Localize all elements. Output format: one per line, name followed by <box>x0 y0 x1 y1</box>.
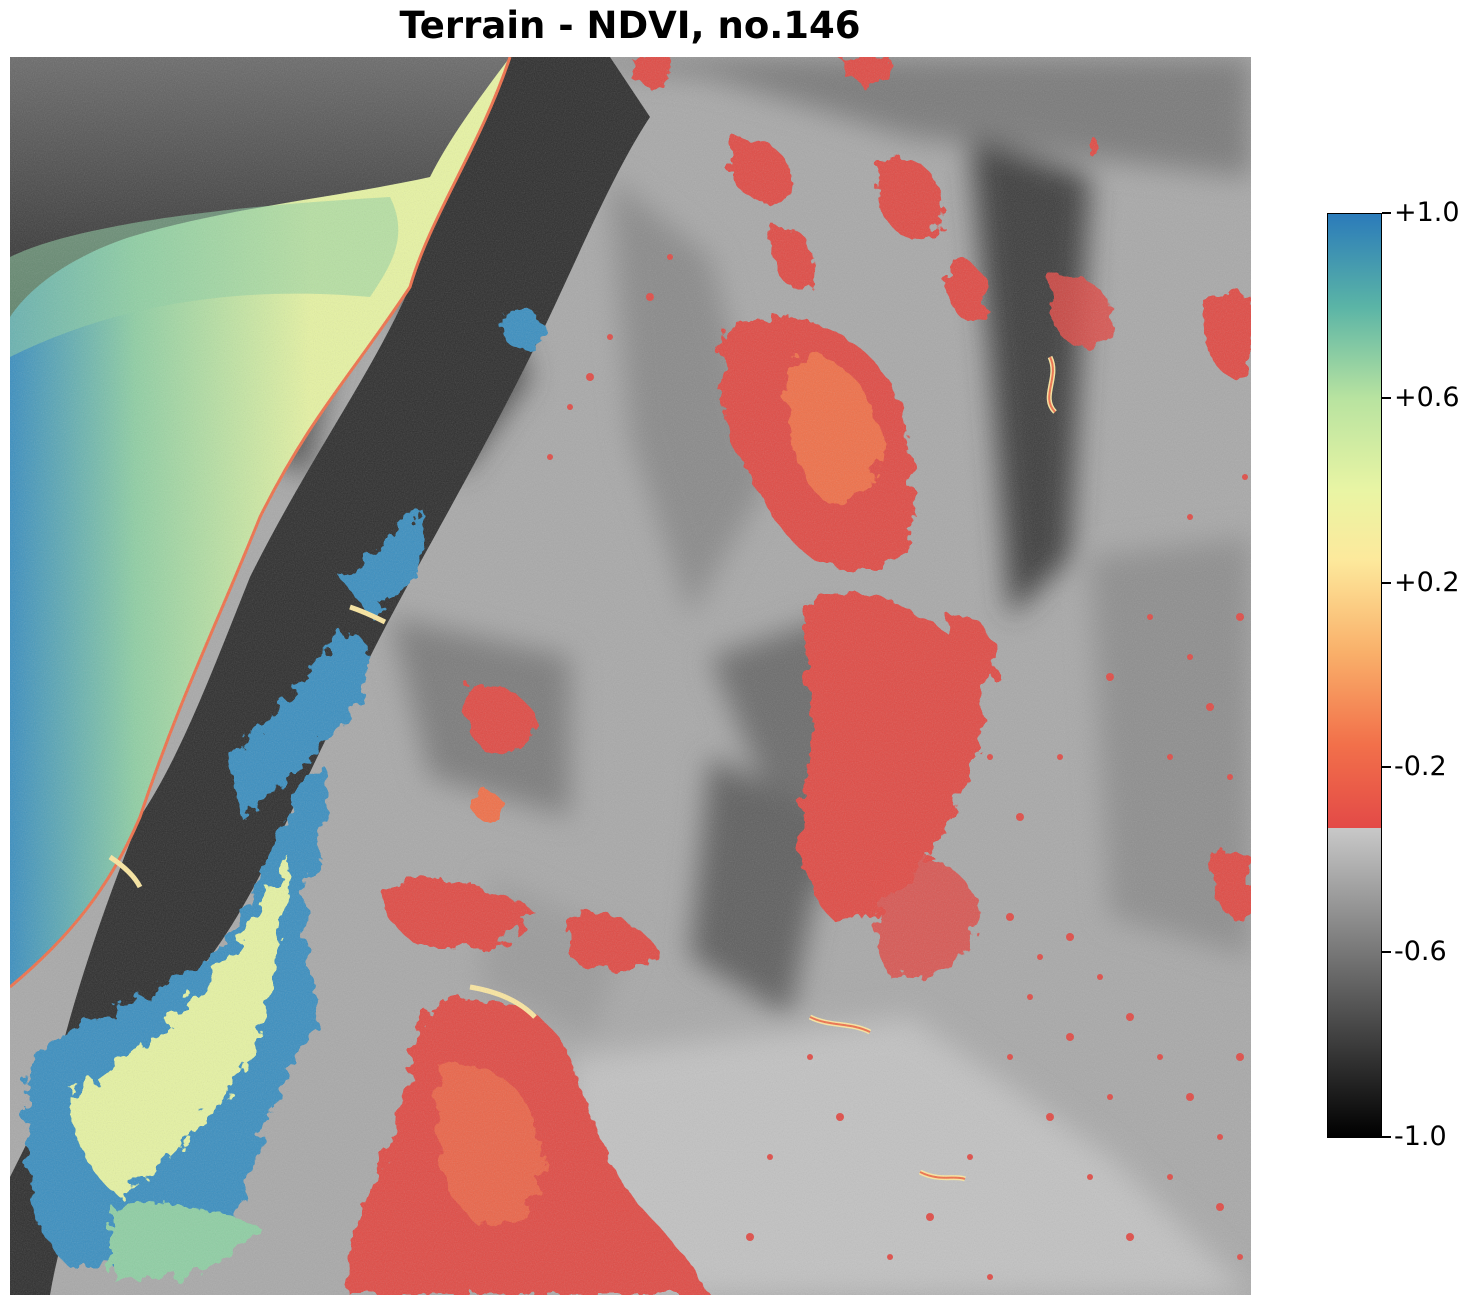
ndvi-raster <box>10 57 1251 1295</box>
colorbar-tick-label: -0.2 <box>1394 751 1447 783</box>
colorbar-tick <box>1382 1136 1391 1138</box>
colorbar-tick-label: -0.6 <box>1394 936 1447 968</box>
ndvi-map <box>10 57 1251 1295</box>
colorbar-gradient <box>1328 214 1381 1137</box>
colorbar-tick <box>1382 766 1391 769</box>
colorbar-tick-label: -1.0 <box>1394 1121 1447 1152</box>
colorbar-tick-label: +0.2 <box>1394 566 1460 598</box>
colorbar <box>1327 213 1382 1138</box>
colorbar-tick <box>1382 951 1391 954</box>
colorbar-tick-label: +1.0 <box>1394 197 1460 228</box>
colorbar-tick <box>1382 212 1391 214</box>
colorbar-tick-label: +0.6 <box>1394 381 1460 413</box>
noise-overlay <box>10 57 1251 1295</box>
colorbar-tick <box>1382 581 1391 584</box>
colorbar-tick <box>1382 396 1391 399</box>
map-title: Terrain - NDVI, no.146 <box>399 4 861 47</box>
